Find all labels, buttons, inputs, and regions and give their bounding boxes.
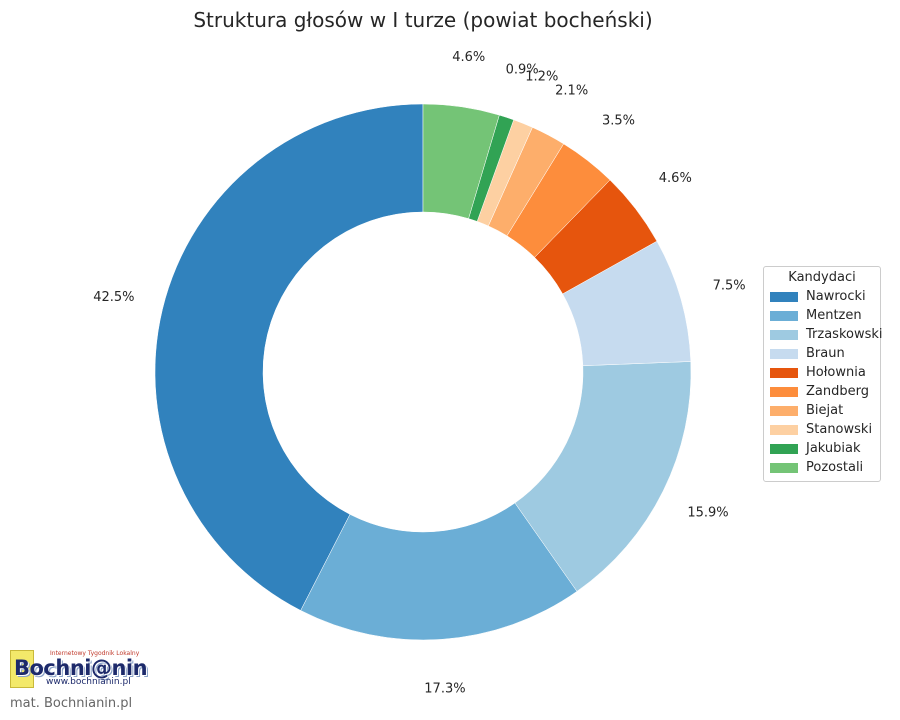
legend-label: Mentzen: [806, 308, 862, 323]
legend-label: Trzaskowski: [806, 327, 883, 342]
legend-label: Pozostali: [806, 460, 864, 475]
pct-label-mentzen: 17.3%: [424, 682, 465, 697]
source-credit: mat. Bochnianin.pl: [10, 696, 133, 711]
legend-label: Jakubiak: [806, 441, 861, 456]
legend-item-braun: Braun: [770, 344, 874, 363]
pct-label-braun: 7.5%: [713, 278, 746, 293]
logo-url: www.bochnianin.pl: [46, 677, 131, 687]
legend-item-hołownia: Hołownia: [770, 363, 874, 382]
pct-label-pozostali: 4.6%: [452, 50, 485, 65]
legend-item-jakubiak: Jakubiak: [770, 439, 874, 458]
legend-swatch: [770, 462, 798, 473]
legend-label: Stanowski: [806, 422, 873, 437]
legend-item-nawrocki: Nawrocki: [770, 287, 874, 306]
legend-swatch: [770, 348, 798, 359]
legend-swatch: [770, 424, 798, 435]
legend-label: Zandberg: [806, 384, 869, 399]
logo-tagline: Internetowy Tygodnik Lokalny: [50, 650, 140, 657]
legend-swatch: [770, 405, 798, 416]
legend-item-mentzen: Mentzen: [770, 306, 874, 325]
slice-nawrocki: [154, 103, 424, 611]
legend-item-trzaskowski: Trzaskowski: [770, 325, 883, 344]
legend-label: Biejat: [806, 403, 844, 418]
legend-label: Hołownia: [806, 365, 866, 380]
legend-label: Nawrocki: [806, 289, 866, 304]
pct-label-nawrocki: 42.5%: [93, 290, 134, 305]
pct-label-hołownia: 4.6%: [659, 171, 692, 186]
legend-item-pozostali: Pozostali: [770, 458, 874, 477]
logo-name: Bochni@nin: [14, 656, 148, 680]
slice-mentzen: [300, 502, 578, 641]
pct-label-jakubiak: 0.9%: [506, 62, 539, 77]
chart-title: Struktura głosów w I turze (powiat boche…: [193, 8, 653, 32]
legend: Kandydaci Nawrocki Mentzen Trzaskowski Brau…: [763, 266, 883, 482]
legend-swatch: [770, 310, 798, 321]
slice-pozostali: [422, 103, 500, 219]
legend-item-biejat: Biejat: [770, 401, 874, 420]
slice-trzaskowski: [514, 361, 692, 592]
legend-swatch: [770, 386, 798, 397]
legend-title: Kandydaci: [788, 270, 856, 285]
logo-badge: [10, 650, 34, 688]
legend-swatch: [770, 291, 798, 302]
pct-label-zandberg: 3.5%: [602, 114, 635, 129]
legend-swatch: [770, 329, 798, 340]
legend-swatch: [770, 367, 798, 378]
legend-item-zandberg: Zandberg: [770, 382, 874, 401]
legend-swatch: [770, 443, 798, 454]
pct-label-trzaskowski: 15.9%: [687, 506, 728, 521]
bochnianin-logo: Internetowy Tygodnik Lokalny Bochni@nin …: [10, 650, 152, 690]
legend-item-stanowski: Stanowski: [770, 420, 874, 439]
pct-label-biejat: 2.1%: [555, 83, 588, 98]
pct-label-stanowski: 1.2%: [525, 70, 558, 85]
legend-label: Braun: [806, 346, 845, 361]
